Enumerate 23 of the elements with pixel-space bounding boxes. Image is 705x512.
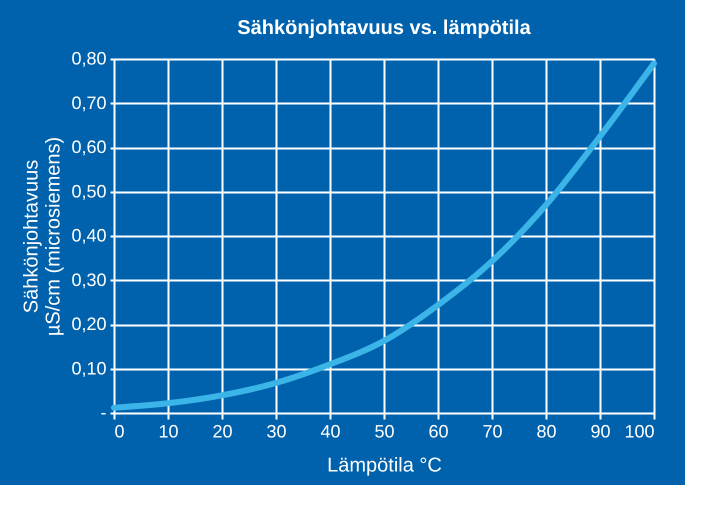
y-tick-label: 0,70 (71, 92, 106, 113)
x-tick-label: 10 (158, 422, 179, 442)
y-tick-label: - (100, 402, 106, 422)
y-tick-label: 0,60 (71, 137, 106, 157)
x-tick-label: 30 (266, 422, 287, 442)
x-tick-label: 40 (320, 422, 341, 442)
x-axis-title: Lämpötila °C (327, 454, 442, 476)
chart-title: Sähkönjohtavuus vs. lämpötila (237, 17, 532, 39)
x-tick-label: 90 (590, 422, 611, 442)
y-tick-label: 0,20 (71, 314, 106, 334)
x-tick-label: 50 (374, 422, 395, 442)
y-tick-label: 0,30 (71, 270, 106, 290)
x-tick-label: 100 (624, 422, 654, 442)
y-axis-title: Sähkönjohtavuus µS/cm (microsiemens) (20, 136, 64, 336)
x-tick-label: 20 (212, 422, 233, 442)
x-tick-label: 0 (114, 422, 125, 442)
y-tick-label: 0,10 (71, 358, 106, 378)
x-tick-label: 80 (536, 422, 557, 442)
y-tick-label: 0,80 (71, 48, 106, 68)
y-tick-label: 0,50 (71, 181, 106, 202)
x-tick-label: 60 (428, 422, 449, 442)
y-tick-label: 0,40 (71, 226, 106, 246)
x-tick-label: 70 (482, 422, 503, 442)
